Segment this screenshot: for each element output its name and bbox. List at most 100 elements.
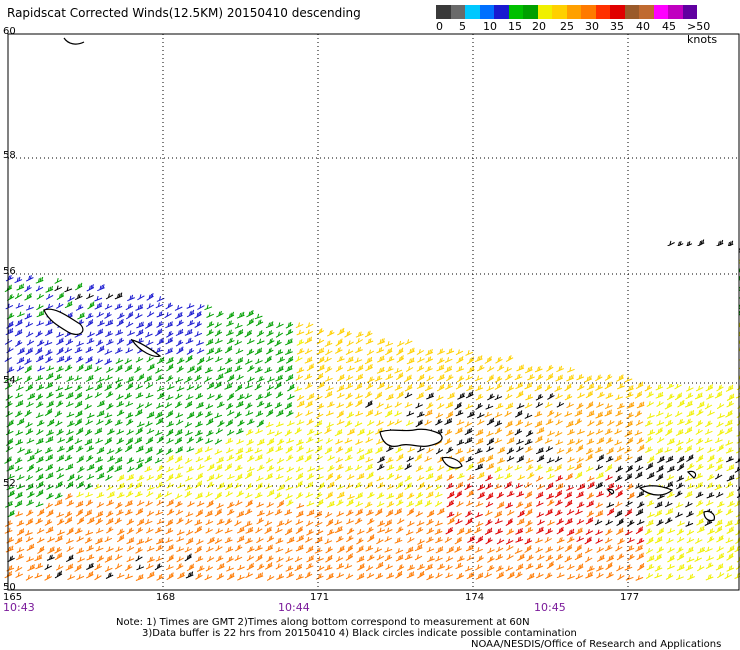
- wind-barb: [295, 411, 303, 419]
- wind-barb: [404, 384, 413, 392]
- wind-barb: [344, 454, 353, 462]
- wind-barb: [57, 529, 65, 536]
- wind-barb: [55, 400, 64, 408]
- wind-barb: [436, 374, 445, 382]
- wind-barb: [254, 544, 263, 552]
- wind-barb: [195, 401, 204, 409]
- wind-barb: [36, 527, 45, 534]
- wind-barb: [64, 384, 73, 391]
- wind-barb: [425, 563, 433, 571]
- wind-barb: [44, 519, 53, 526]
- wind-barb: [206, 382, 215, 390]
- wind-barb: [225, 402, 234, 410]
- wind-barb: [355, 492, 364, 500]
- wind-barb: [365, 463, 373, 471]
- wind-barb: [15, 439, 24, 446]
- wind-barb: [76, 574, 85, 581]
- wind-barb: [236, 526, 245, 534]
- wind-barb: [525, 526, 534, 534]
- wind-barb: [94, 366, 102, 372]
- wind-barb: [306, 529, 314, 536]
- wind-barb: [95, 438, 103, 444]
- wind-barb: [495, 546, 504, 553]
- wind-barb: [166, 544, 174, 552]
- wind-barb: [505, 565, 514, 572]
- wind-barb: [616, 446, 625, 453]
- wind-barb: [166, 473, 174, 482]
- wind-barb: [35, 501, 44, 508]
- wind-barb: [314, 547, 323, 554]
- wind-barb: [656, 401, 664, 408]
- wind-barb: [484, 356, 493, 364]
- wind-barb: [595, 481, 603, 490]
- wind-barb: [416, 411, 425, 418]
- wind-barb: [216, 518, 225, 525]
- wind-barb: [285, 445, 293, 454]
- wind-barb: [456, 527, 465, 536]
- legend-swatch: [523, 5, 538, 19]
- wind-barb: [436, 507, 445, 516]
- wind-barb: [276, 484, 285, 491]
- wind-barb: [125, 321, 134, 328]
- wind-barb: [156, 321, 164, 328]
- wind-barb: [667, 563, 675, 570]
- wind-barb: [16, 283, 25, 291]
- wind-barb: [85, 374, 94, 382]
- wind-barb: [646, 391, 654, 399]
- wind-barb: [296, 439, 304, 446]
- wind-barb: [14, 536, 23, 545]
- wind-barb: [504, 366, 512, 373]
- wind-barb: [155, 492, 163, 500]
- wind-barb: [86, 293, 94, 300]
- wind-barb: [4, 527, 13, 534]
- wind-barb: [115, 546, 124, 553]
- wind-barb: [255, 527, 263, 534]
- wind-barb: [195, 436, 204, 444]
- wind-barb: [7, 555, 15, 563]
- wind-barb: [94, 302, 103, 310]
- wind-barb: [186, 303, 195, 309]
- wind-barb: [456, 375, 465, 383]
- wind-barb: [317, 356, 325, 364]
- wind-barb: [275, 374, 283, 382]
- wind-barb: [255, 393, 264, 401]
- wind-barb: [694, 392, 703, 400]
- wind-barb: [95, 328, 104, 336]
- wind-barb: [654, 536, 663, 544]
- wind-barb: [174, 311, 183, 320]
- wind-barb: [574, 544, 582, 553]
- wind-barb: [16, 418, 25, 426]
- wind-barb: [436, 364, 445, 372]
- wind-barb: [544, 438, 553, 444]
- wind-barb: [595, 464, 604, 471]
- wind-barb: [5, 446, 14, 453]
- wind-barb: [366, 349, 375, 356]
- wind-barb: [264, 355, 272, 364]
- wind-barb: [656, 527, 665, 536]
- wind-barb: [25, 574, 34, 581]
- wind-barb: [25, 536, 34, 543]
- wind-barb: [137, 294, 145, 301]
- wind-barb: [536, 511, 545, 518]
- wind-barb: [4, 338, 13, 345]
- wind-barb: [186, 563, 195, 572]
- wind-barb: [466, 366, 475, 374]
- wind-barb: [56, 331, 64, 338]
- wind-barb: [405, 529, 414, 536]
- wind-barb: [375, 561, 384, 570]
- wind-barb: [485, 474, 493, 482]
- wind-barb: [536, 483, 545, 490]
- wind-barb: [235, 447, 244, 455]
- wind-barb: [346, 340, 354, 347]
- wind-barb: [256, 517, 264, 525]
- wind-barb: [15, 319, 23, 327]
- wind-barb: [506, 385, 515, 392]
- wind-barb: [426, 536, 434, 543]
- wind-barb: [174, 401, 183, 409]
- wind-barb: [194, 311, 202, 319]
- wind-barb: [464, 421, 473, 428]
- wind-barb: [707, 454, 715, 463]
- wind-barb: [695, 500, 704, 507]
- wind-barb: [696, 518, 704, 526]
